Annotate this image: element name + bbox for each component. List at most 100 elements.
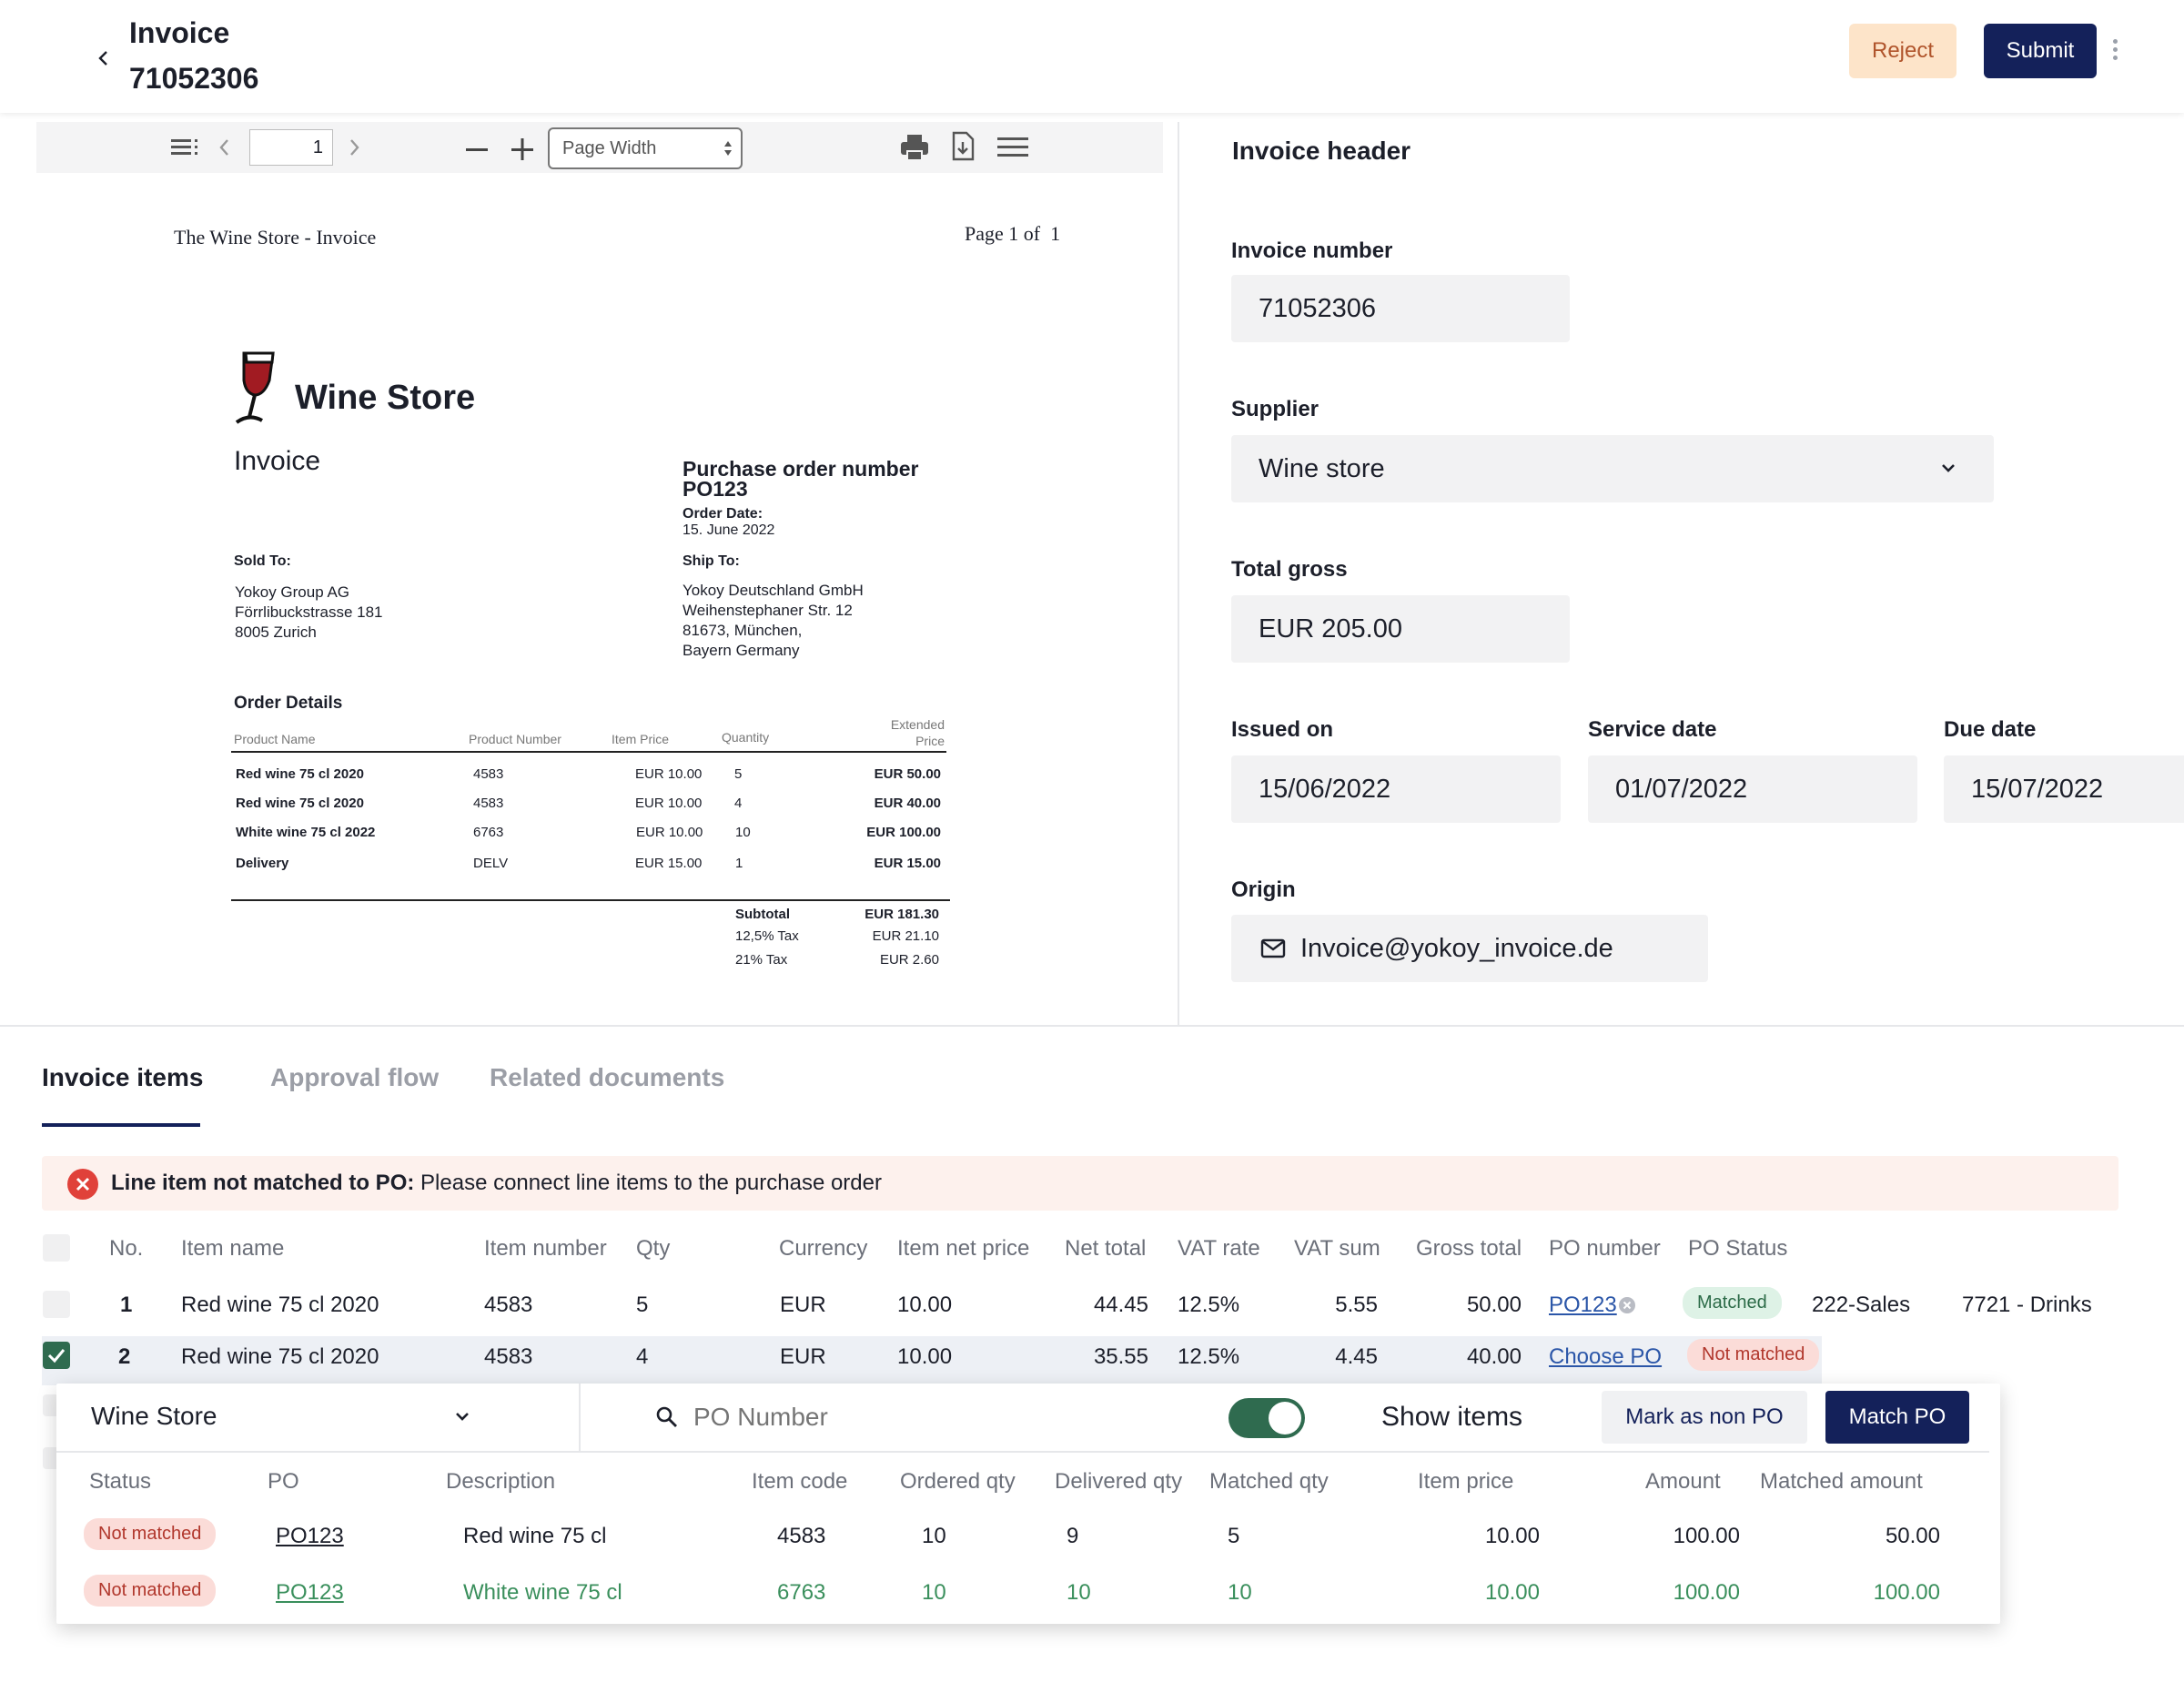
sold-to-address: Yokoy Group AG Förrlibuckstrasse 181 800… [235,583,383,643]
item-net-total: 44.45 [1093,1293,1148,1317]
sidebar-toggle-icon[interactable] [171,137,202,158]
table-rule [231,751,946,753]
zoom-out-icon[interactable] [464,137,490,162]
pdf-cell: 6763 [473,825,504,840]
pdf-cell: Red wine 75 cl 2020 [236,766,364,782]
zoom-select[interactable]: Page Width [548,127,743,169]
po-amount: 100.00 [1673,1580,1740,1605]
supplier-select[interactable]: Wine store [1231,435,1994,502]
pdf-cell: EUR 15.00 [874,856,941,871]
po-number-search-input[interactable] [693,1396,1021,1438]
panel-divider [1178,122,1179,1025]
reject-button[interactable]: Reject [1849,24,1956,78]
subtotal-label: Subtotal [735,907,790,922]
row-number: 1 [120,1293,133,1317]
pdf-cell: EUR 50.00 [874,766,941,782]
match-po-button[interactable]: Match PO [1825,1391,1969,1444]
col-item-number: Item number [484,1236,607,1261]
pdf-cell: EUR 100.00 [866,825,941,840]
zoom-in-icon[interactable] [510,137,535,162]
tax-label: 12,5% Tax [735,928,799,944]
issued-on-label: Issued on [1231,717,1334,742]
tab-related-documents[interactable]: Related documents [490,1063,725,1091]
select-all-checkbox[interactable] [43,1234,70,1262]
pdf-cell: EUR 15.00 [635,856,703,871]
checkmark-icon [47,1349,66,1364]
col-vat-sum: VAT sum [1294,1236,1380,1261]
pdf-cell: 10 [735,825,751,840]
previous-page-icon[interactable] [215,135,235,160]
pdf-heading: Invoice [234,446,321,476]
po-link[interactable]: PO123 [276,1580,344,1605]
origin-label: Origin [1231,877,1296,902]
col-delivered-qty: Delivered qty [1055,1469,1183,1494]
next-page-icon[interactable] [344,135,364,160]
back-arrow-icon[interactable] [91,46,116,71]
po-item-price: 10.00 [1484,1580,1540,1605]
po-number: PO123 [682,477,748,501]
page-number-input[interactable]: 1 [249,129,333,166]
service-date-field[interactable]: 01/07/2022 [1588,755,1917,823]
item-currency: EUR [780,1344,826,1369]
show-items-label: Show items [1381,1402,1523,1432]
row-checkbox[interactable] [43,1291,70,1318]
po-heading: Purchase order number [682,457,919,481]
origin-field[interactable]: Invoice@yokoy_invoice.de [1231,915,1708,982]
ship-to-line: Bayern Germany [682,642,800,659]
order-date: 15. June 2022 [682,522,775,538]
po-link[interactable]: PO123 [276,1524,344,1548]
clear-po-icon[interactable] [1618,1296,1636,1314]
po-item-code: 6763 [777,1580,826,1605]
mark-as-non-po-button[interactable]: Mark as non PO [1602,1391,1807,1444]
print-icon[interactable] [899,133,930,162]
order-details-heading: Order Details [234,694,343,713]
col-price: Price [915,734,945,748]
sold-to-line: Förrlibuckstrasse 181 [235,603,383,621]
invoice-number-label: Invoice number [1231,238,1393,263]
tab-invoice-items[interactable]: Invoice items [42,1063,204,1091]
item-vat-rate: 12.5% [1178,1293,1240,1317]
item-vat-sum: 5.55 [1335,1293,1378,1317]
download-icon[interactable] [950,131,976,162]
po-delivered-qty: 9 [1067,1524,1079,1548]
brand-name: Wine Store [295,379,476,417]
issued-on-field[interactable]: 15/06/2022 [1231,755,1561,823]
sold-to-line: 8005 Zurich [235,623,317,641]
pdf-cell: 1 [735,856,743,871]
submit-button[interactable]: Submit [1984,24,2097,78]
wine-glass-logo [235,351,275,424]
item-net-total: 35.55 [1093,1344,1148,1369]
invoice-number-field[interactable]: 71052306 [1231,275,1570,342]
invoice-id-title: 71052306 [129,62,259,95]
active-tab-indicator [42,1123,200,1127]
tab-approval-flow[interactable]: Approval flow [270,1063,440,1091]
pdf-cell: 4583 [473,766,504,782]
more-options-icon[interactable] [2108,36,2122,69]
item-vat-rate: 12.5% [1178,1344,1240,1369]
supplier-dropdown[interactable]: Wine Store [56,1384,581,1451]
po-link[interactable]: PO123 [1549,1293,1617,1317]
sold-to-line: Yokoy Group AG [235,583,350,601]
show-items-toggle[interactable] [1228,1398,1305,1438]
doc-title: The Wine Store - Invoice [174,226,377,248]
page-title: Invoice [129,16,230,49]
error-banner: Line item not matched to PO: Please conn… [42,1156,2118,1211]
total-gross-field[interactable]: EUR 205.00 [1231,595,1570,663]
item-number: 4583 [484,1293,533,1317]
col-vat-rate: VAT rate [1178,1236,1260,1261]
zoom-select-value: Page Width [562,138,657,158]
pdf-cell: Delivery [236,856,289,871]
po-search-bar: Show items Mark as non PO Match PO [581,1384,2000,1451]
tools-menu-icon[interactable] [996,135,1030,160]
row-checkbox[interactable] [43,1342,70,1369]
sold-to-label: Sold To: [234,553,291,569]
select-arrows-icon [724,141,732,156]
ship-to-line: 81673, München, [682,622,803,639]
item-name: Red wine 75 cl 2020 [181,1293,379,1317]
status-badge: Not matched [1687,1339,1820,1371]
po-ordered-qty: 10 [922,1580,946,1605]
total-gross-label: Total gross [1231,557,1348,582]
row-number: 2 [118,1344,131,1369]
choose-po-link[interactable]: Choose PO [1549,1344,1663,1369]
due-date-field[interactable]: 15/07/2022 [1944,755,2184,823]
